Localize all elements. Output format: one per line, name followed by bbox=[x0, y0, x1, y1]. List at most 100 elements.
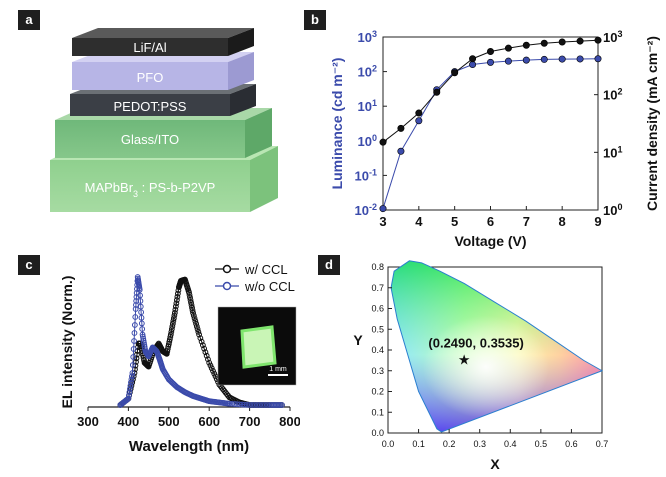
data-point bbox=[264, 402, 271, 408]
data-point bbox=[127, 382, 134, 389]
data-point bbox=[133, 355, 140, 362]
x-tick-label: 0.0 bbox=[382, 439, 395, 449]
layer-label-mapbbr3: MAPbBr3 : PS-b-P2VP bbox=[85, 180, 216, 199]
x-tick-label: 400 bbox=[118, 414, 140, 429]
y-left-tick-label: 103 bbox=[358, 29, 377, 45]
data-point bbox=[415, 109, 423, 117]
data-point bbox=[451, 69, 459, 77]
y-tick-label: 0.5 bbox=[371, 324, 384, 334]
data-point bbox=[211, 370, 218, 377]
data-point bbox=[125, 395, 132, 402]
x-tick-label: 0.1 bbox=[412, 439, 425, 449]
y-tick-label: 0.3 bbox=[371, 366, 384, 376]
y-left-axis-label: Luminance (cd m⁻²) bbox=[329, 58, 345, 190]
data-point bbox=[415, 117, 423, 125]
y-right-tick-label: 100 bbox=[603, 202, 622, 218]
data-point bbox=[171, 309, 178, 316]
x-tick-label: 300 bbox=[77, 414, 99, 429]
y-right-tick-label: 102 bbox=[603, 87, 622, 103]
layer-lifal-front bbox=[72, 38, 228, 56]
data-point bbox=[397, 124, 405, 132]
cie-point-marker: ★ bbox=[458, 352, 471, 368]
data-point bbox=[133, 359, 139, 365]
data-point bbox=[188, 299, 194, 306]
data-point bbox=[167, 331, 174, 338]
y-right-axis-label: Current density (mA cm⁻²) bbox=[644, 36, 660, 211]
data-point bbox=[196, 331, 203, 338]
data-point bbox=[576, 37, 584, 45]
layer-label-pedot: PEDOT:PSS bbox=[114, 99, 187, 114]
legend-marker bbox=[222, 281, 232, 291]
data-point bbox=[206, 359, 213, 366]
data-point bbox=[191, 315, 198, 322]
data-point bbox=[131, 338, 137, 344]
panel-label-c: c bbox=[18, 255, 40, 275]
y-tick-label: 0.8 bbox=[371, 262, 384, 272]
data-point bbox=[187, 297, 194, 303]
layer-pfo-front bbox=[72, 62, 228, 90]
data-point bbox=[137, 292, 143, 299]
layer-glass-front bbox=[55, 120, 245, 158]
data-point bbox=[210, 368, 216, 374]
data-point bbox=[171, 312, 178, 319]
panel-label-a: a bbox=[18, 10, 40, 30]
y-left-tick-label: 10-1 bbox=[355, 167, 377, 183]
data-point bbox=[173, 297, 180, 303]
data-point bbox=[133, 298, 140, 304]
data-point bbox=[558, 55, 566, 63]
layer-lifal-top bbox=[72, 28, 254, 38]
y-left-tick-label: 10-2 bbox=[355, 202, 377, 218]
data-point bbox=[203, 352, 210, 359]
y-axis-label: Y bbox=[353, 332, 363, 348]
data-point bbox=[141, 340, 147, 346]
data-point bbox=[137, 303, 144, 310]
data-point bbox=[199, 342, 206, 349]
data-point bbox=[141, 342, 148, 348]
data-point bbox=[487, 58, 495, 66]
data-point bbox=[140, 337, 147, 344]
layer-lifal-side bbox=[228, 28, 254, 56]
data-point bbox=[128, 379, 134, 386]
x-tick-label: 0.7 bbox=[596, 439, 609, 449]
data-point bbox=[174, 293, 181, 300]
data-point bbox=[136, 286, 143, 293]
data-point bbox=[130, 346, 137, 352]
x-axis-label: Wavelength (nm) bbox=[129, 438, 249, 455]
x-tick-label: 0.4 bbox=[504, 439, 517, 449]
data-point bbox=[127, 386, 133, 392]
data-point bbox=[131, 330, 138, 336]
data-point bbox=[379, 205, 387, 213]
inset-scale-label: 1 mm bbox=[269, 366, 287, 373]
layer-pfo-side bbox=[228, 52, 254, 90]
data-point bbox=[190, 312, 197, 319]
data-point bbox=[540, 55, 548, 63]
data-point bbox=[172, 306, 179, 313]
data-point bbox=[397, 147, 405, 155]
y-axis-label: EL intensity (Norm.) bbox=[59, 276, 75, 409]
layer-pedot-side bbox=[230, 84, 256, 116]
data-point bbox=[169, 323, 176, 330]
luminance-current-chart: 3 4 5 6 7 8 9 10-2 10-1 100 101 102 103 100 101 102 103 V… bbox=[329, 29, 660, 249]
data-point bbox=[170, 315, 177, 322]
y-tick-label: 0.0 bbox=[371, 428, 384, 438]
data-point bbox=[129, 362, 136, 368]
x-axis-label: X bbox=[490, 456, 500, 472]
data-point bbox=[195, 328, 202, 335]
cie-chromaticity-chart: 0.0 0.1 0.2 0.3 0.4 0.5 0.6 0.7 0.0 0.1 0.2 0.3 0.4 0… bbox=[353, 260, 609, 472]
data-point bbox=[133, 302, 139, 308]
data-point bbox=[187, 294, 193, 301]
legend-marker bbox=[222, 264, 232, 274]
data-point bbox=[138, 309, 145, 316]
data-point bbox=[197, 335, 204, 342]
cie-locus bbox=[390, 260, 604, 433]
data-point bbox=[128, 376, 135, 383]
data-point bbox=[169, 320, 176, 327]
y-tick-label: 0.6 bbox=[371, 304, 384, 314]
x-tick-label: 600 bbox=[198, 414, 220, 429]
data-point bbox=[140, 335, 147, 342]
y-left-tick-label: 100 bbox=[358, 133, 377, 149]
layer-label-pfo: PFO bbox=[137, 70, 164, 85]
x-tick-label: 8 bbox=[559, 214, 566, 229]
y-left-tick-label: 102 bbox=[358, 64, 377, 80]
data-point bbox=[186, 292, 193, 298]
